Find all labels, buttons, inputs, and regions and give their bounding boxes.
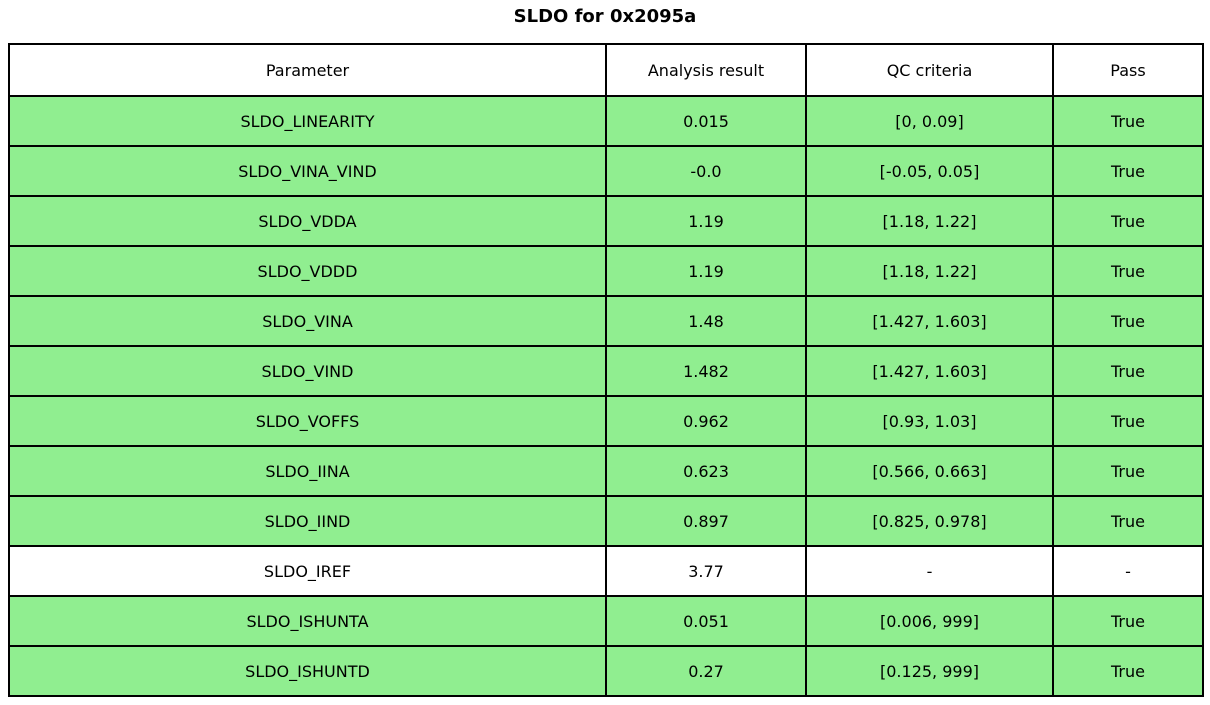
cell-pass: True <box>1052 495 1204 547</box>
cell-pass: True <box>1052 245 1204 297</box>
cell-pass: True <box>1052 195 1204 247</box>
table-row: SLDO_VDDA 1.19 [1.18, 1.22] True <box>8 195 1204 247</box>
column-header-result: Analysis result <box>605 43 807 97</box>
cell-pass: True <box>1052 395 1204 447</box>
cell-criteria: [1.427, 1.603] <box>805 345 1054 397</box>
cell-pass: True <box>1052 95 1204 147</box>
table-row: SLDO_VINA_VIND -0.0 [-0.05, 0.05] True <box>8 145 1204 197</box>
cell-parameter: SLDO_ISHUNTA <box>8 595 607 647</box>
cell-pass: True <box>1052 445 1204 497</box>
cell-pass: True <box>1052 595 1204 647</box>
column-header-criteria: QC criteria <box>805 43 1054 97</box>
cell-criteria: [0.566, 0.663] <box>805 445 1054 497</box>
cell-parameter: SLDO_VDDD <box>8 245 607 297</box>
cell-parameter: SLDO_VDDA <box>8 195 607 247</box>
cell-pass: True <box>1052 295 1204 347</box>
table-row: SLDO_IINA 0.623 [0.566, 0.663] True <box>8 445 1204 497</box>
cell-result: 3.77 <box>605 545 807 597</box>
cell-result: 0.897 <box>605 495 807 547</box>
column-header-parameter: Parameter <box>8 43 607 97</box>
cell-result: 0.015 <box>605 95 807 147</box>
cell-parameter: SLDO_IIND <box>8 495 607 547</box>
table-row: SLDO_VINA 1.48 [1.427, 1.603] True <box>8 295 1204 347</box>
table-row: SLDO_ISHUNTD 0.27 [0.125, 999] True <box>8 645 1204 697</box>
cell-parameter: SLDO_IREF <box>8 545 607 597</box>
cell-result: 0.623 <box>605 445 807 497</box>
cell-parameter: SLDO_VINA <box>8 295 607 347</box>
cell-pass: - <box>1052 545 1204 597</box>
table-row: SLDO_IIND 0.897 [0.825, 0.978] True <box>8 495 1204 547</box>
cell-criteria: [1.427, 1.603] <box>805 295 1054 347</box>
table-row: SLDO_VIND 1.482 [1.427, 1.603] True <box>8 345 1204 397</box>
cell-pass: True <box>1052 145 1204 197</box>
cell-result: 1.482 <box>605 345 807 397</box>
cell-result: 1.48 <box>605 295 807 347</box>
cell-criteria: [1.18, 1.22] <box>805 195 1054 247</box>
cell-parameter: SLDO_IINA <box>8 445 607 497</box>
qc-table: Parameter Analysis result QC criteria Pass … <box>8 43 1204 697</box>
cell-criteria: [0, 0.09] <box>805 95 1054 147</box>
cell-pass: True <box>1052 345 1204 397</box>
cell-result: 1.19 <box>605 195 807 247</box>
table-row: SLDO_VDDD 1.19 [1.18, 1.22] True <box>8 245 1204 297</box>
cell-criteria: [0.006, 999] <box>805 595 1054 647</box>
cell-pass: True <box>1052 645 1204 697</box>
cell-result: 1.19 <box>605 245 807 297</box>
cell-result: 0.051 <box>605 595 807 647</box>
cell-parameter: SLDO_ISHUNTD <box>8 645 607 697</box>
cell-parameter: SLDO_VIND <box>8 345 607 397</box>
cell-criteria: [0.93, 1.03] <box>805 395 1054 447</box>
cell-result: 0.962 <box>605 395 807 447</box>
table-row: SLDO_ISHUNTA 0.051 [0.006, 999] True <box>8 595 1204 647</box>
cell-criteria: [1.18, 1.22] <box>805 245 1054 297</box>
cell-parameter: SLDO_VOFFS <box>8 395 607 447</box>
cell-criteria: [0.825, 0.978] <box>805 495 1054 547</box>
table-title: SLDO for 0x2095a <box>513 6 697 27</box>
cell-parameter: SLDO_VINA_VIND <box>8 145 607 197</box>
column-header-pass: Pass <box>1052 43 1204 97</box>
table-row: SLDO_IREF 3.77- - <box>8 545 1204 597</box>
table-row: SLDO_LINEARITY 0.015 [0, 0.09] True <box>8 95 1204 147</box>
cell-criteria: [0.125, 999] <box>805 645 1054 697</box>
cell-result: -0.0 <box>605 145 807 197</box>
cell-criteria: [-0.05, 0.05] <box>805 145 1054 197</box>
cell-result: 0.27 <box>605 645 807 697</box>
table-row: SLDO_VOFFS 0.962 [0.93, 1.03] True <box>8 395 1204 447</box>
cell-parameter: SLDO_LINEARITY <box>8 95 607 147</box>
header-row: Parameter Analysis result QC criteria Pass <box>8 43 1204 97</box>
cell-criteria: - <box>805 545 1054 597</box>
